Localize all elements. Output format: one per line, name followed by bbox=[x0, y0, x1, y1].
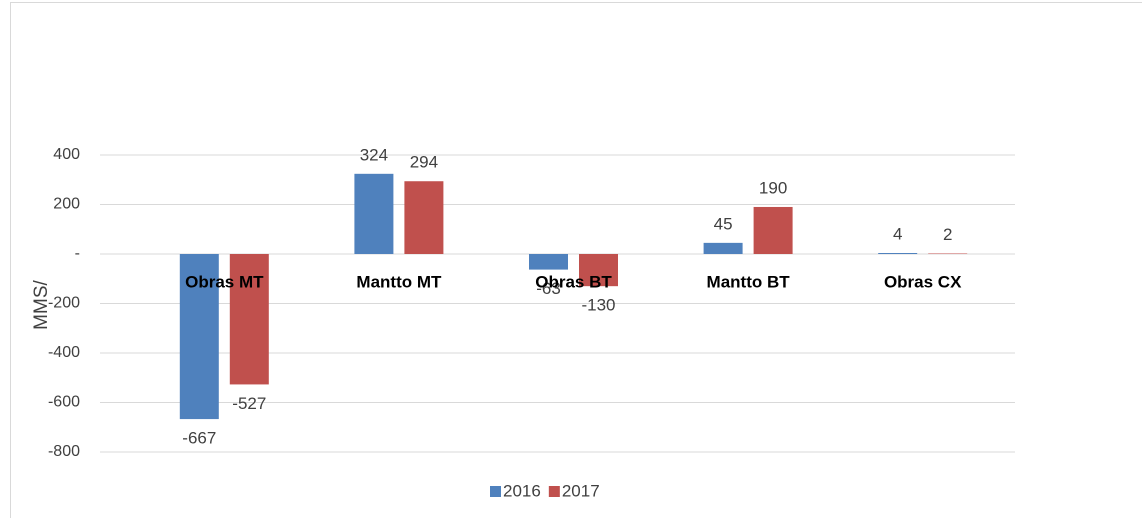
data-label: 2 bbox=[943, 225, 952, 244]
bar bbox=[354, 173, 394, 254]
legend-label: 2016 bbox=[503, 481, 541, 500]
data-label: -130 bbox=[581, 296, 615, 315]
data-label: -63 bbox=[536, 279, 561, 298]
x-tick-label: Mantto BT bbox=[707, 272, 791, 291]
bar bbox=[229, 254, 269, 385]
data-label: -667 bbox=[182, 429, 216, 448]
data-label: 190 bbox=[759, 178, 787, 197]
y-tick-label: -200 bbox=[48, 295, 80, 312]
bar bbox=[753, 206, 793, 254]
x-tick-label: Obras MT bbox=[185, 272, 264, 291]
chart-frame bbox=[10, 2, 1142, 518]
bar bbox=[179, 254, 219, 420]
bar bbox=[579, 254, 618, 287]
data-label: 45 bbox=[714, 214, 733, 233]
legend-swatch bbox=[490, 486, 501, 497]
data-label: 4 bbox=[893, 224, 902, 243]
bar bbox=[703, 242, 743, 254]
legend-label: 2017 bbox=[562, 481, 600, 500]
x-tick-label: Mantto MT bbox=[356, 272, 442, 291]
y-tick-label: -600 bbox=[48, 394, 80, 411]
bar bbox=[404, 181, 444, 254]
x-tick-label: Obras BT bbox=[535, 272, 612, 291]
x-tick-label: Obras CX bbox=[884, 272, 962, 291]
legend-swatch bbox=[548, 486, 560, 497]
data-label: 324 bbox=[360, 145, 388, 164]
y-tick-label: 200 bbox=[53, 196, 80, 213]
y-tick-label: -400 bbox=[48, 344, 80, 361]
data-label: -527 bbox=[232, 394, 266, 413]
y-tick-label: -800 bbox=[48, 443, 80, 460]
y-tick-label: 400 bbox=[53, 146, 80, 163]
y-axis-label: MMS/ bbox=[31, 279, 52, 329]
bar bbox=[529, 254, 568, 270]
bar bbox=[878, 253, 918, 254]
data-label: 294 bbox=[410, 153, 438, 172]
y-tick-label: - bbox=[75, 245, 80, 262]
